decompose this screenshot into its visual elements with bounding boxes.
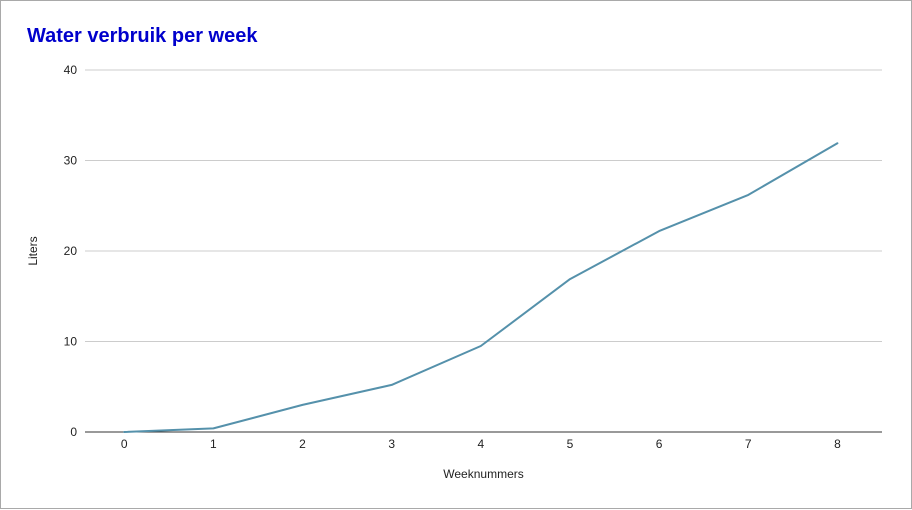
x-tick-label: 8: [834, 437, 841, 451]
y-tick-label: 30: [64, 154, 78, 168]
x-axis-title: Weeknummers: [443, 467, 523, 481]
x-tick-label: 5: [567, 437, 574, 451]
x-tick-label: 3: [388, 437, 395, 451]
x-tick-label: 2: [299, 437, 306, 451]
x-tick-label: 7: [745, 437, 752, 451]
y-tick-label: 0: [70, 425, 77, 439]
x-tick-label: 0: [121, 437, 128, 451]
y-tick-labels: 0 10 20 30 40: [64, 63, 78, 439]
y-tick-label: 10: [64, 335, 78, 349]
chart-title: Water verbruik per week: [27, 25, 258, 47]
gridlines: [85, 69, 882, 342]
y-tick-label: 40: [64, 63, 78, 77]
y-tick-label: 20: [64, 244, 78, 258]
x-tick-label: 4: [477, 437, 484, 451]
x-tick-label: 1: [210, 437, 217, 451]
series-line-0: [123, 142, 839, 433]
series-lines: [123, 142, 839, 433]
y-axis-title: Liters: [26, 236, 40, 265]
x-tick-label: 6: [656, 437, 663, 451]
x-tick-labels: 0 1 2 3 4 5 6 7 8: [121, 437, 841, 451]
